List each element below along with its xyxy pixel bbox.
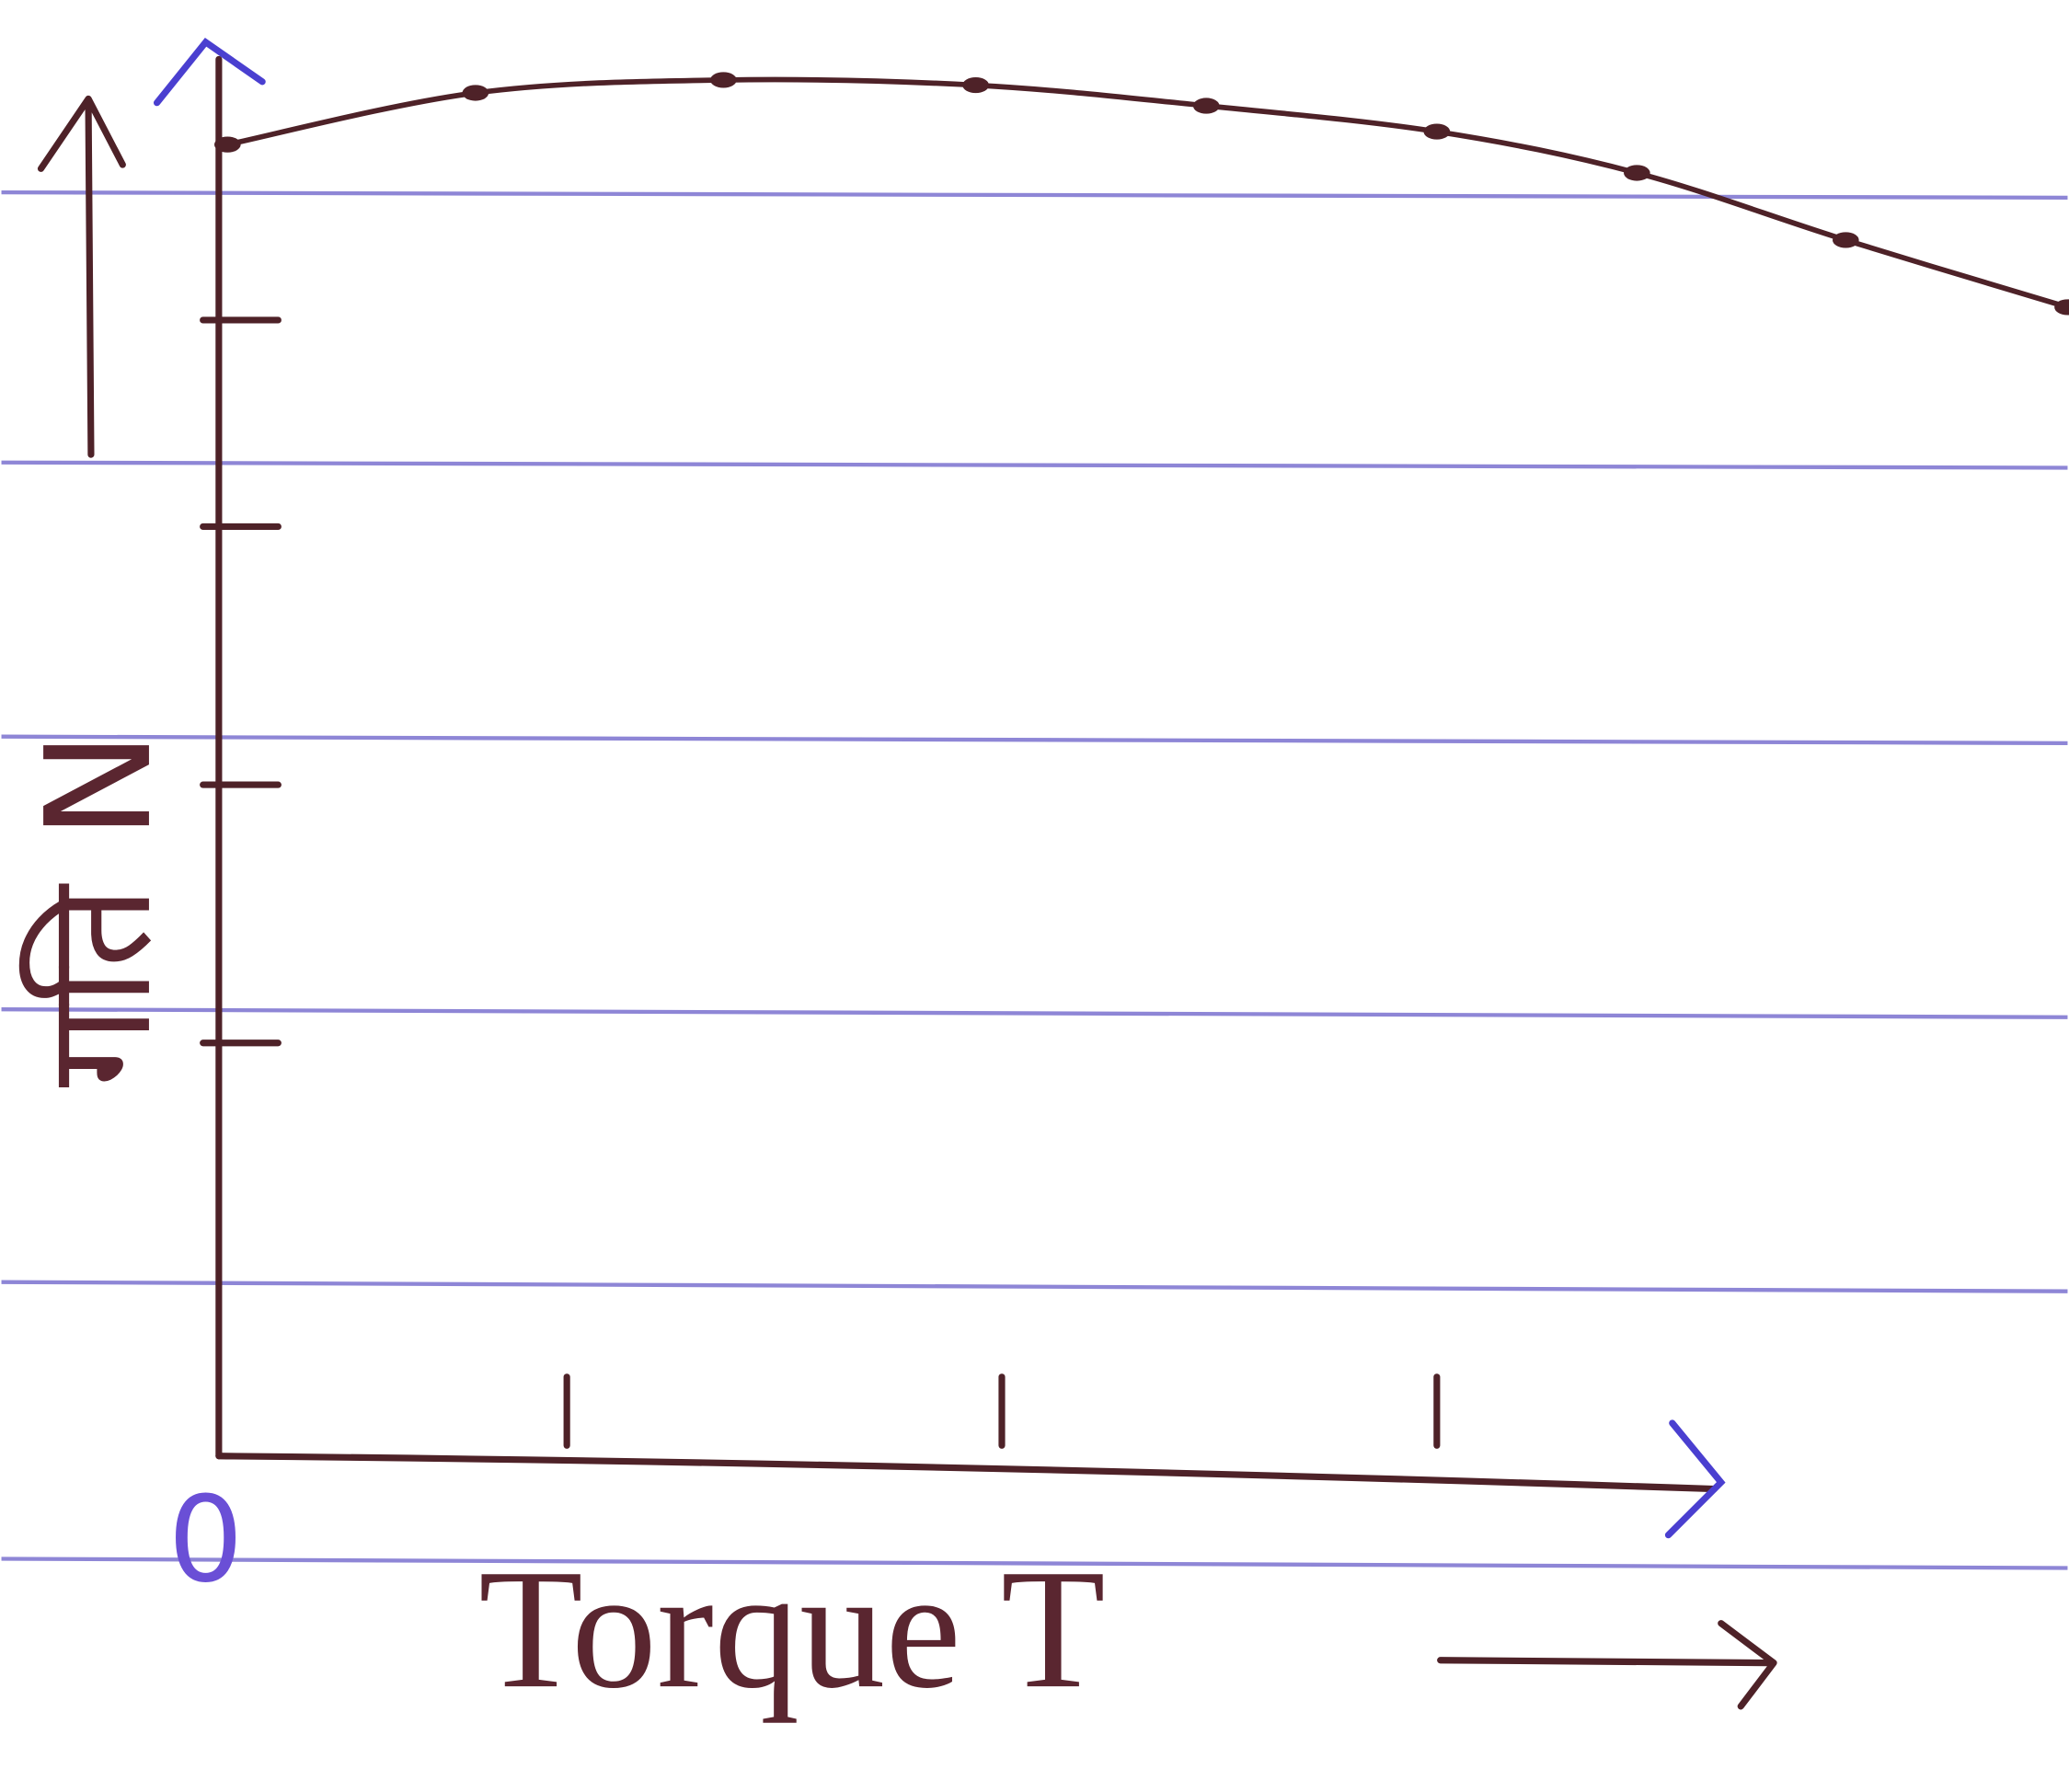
point: [214, 137, 241, 153]
page: {"chart_data": { "type": "line", "x_labe…: [0, 0, 2069, 1792]
point: [1624, 165, 1650, 180]
point: [1193, 98, 1220, 113]
ruled-lines: [2, 192, 2068, 1568]
ruled-line: [2, 192, 2068, 198]
point: [463, 85, 489, 100]
y-label-arrow: [41, 98, 123, 454]
ruled-line: [2, 737, 2068, 743]
x-axis-arrow: [1668, 1423, 1720, 1535]
origin-label: 0: [168, 1471, 244, 1609]
ruled-line: [2, 1009, 2068, 1017]
y-axis-label: गति N: [16, 731, 184, 1087]
point: [1424, 123, 1451, 139]
chart: 0 Torque T गति N: [0, 0, 2069, 1792]
ruled-line: [2, 1282, 2068, 1292]
ruled-line: [2, 463, 2068, 468]
point: [962, 77, 989, 93]
point: [710, 72, 737, 87]
point: [1833, 232, 1859, 247]
x-axis-label: Torque T: [478, 1534, 1106, 1724]
x-axis: [219, 1456, 1715, 1489]
x-label-arrow: [1441, 1624, 1774, 1706]
y-axis-arrow: [157, 42, 263, 103]
